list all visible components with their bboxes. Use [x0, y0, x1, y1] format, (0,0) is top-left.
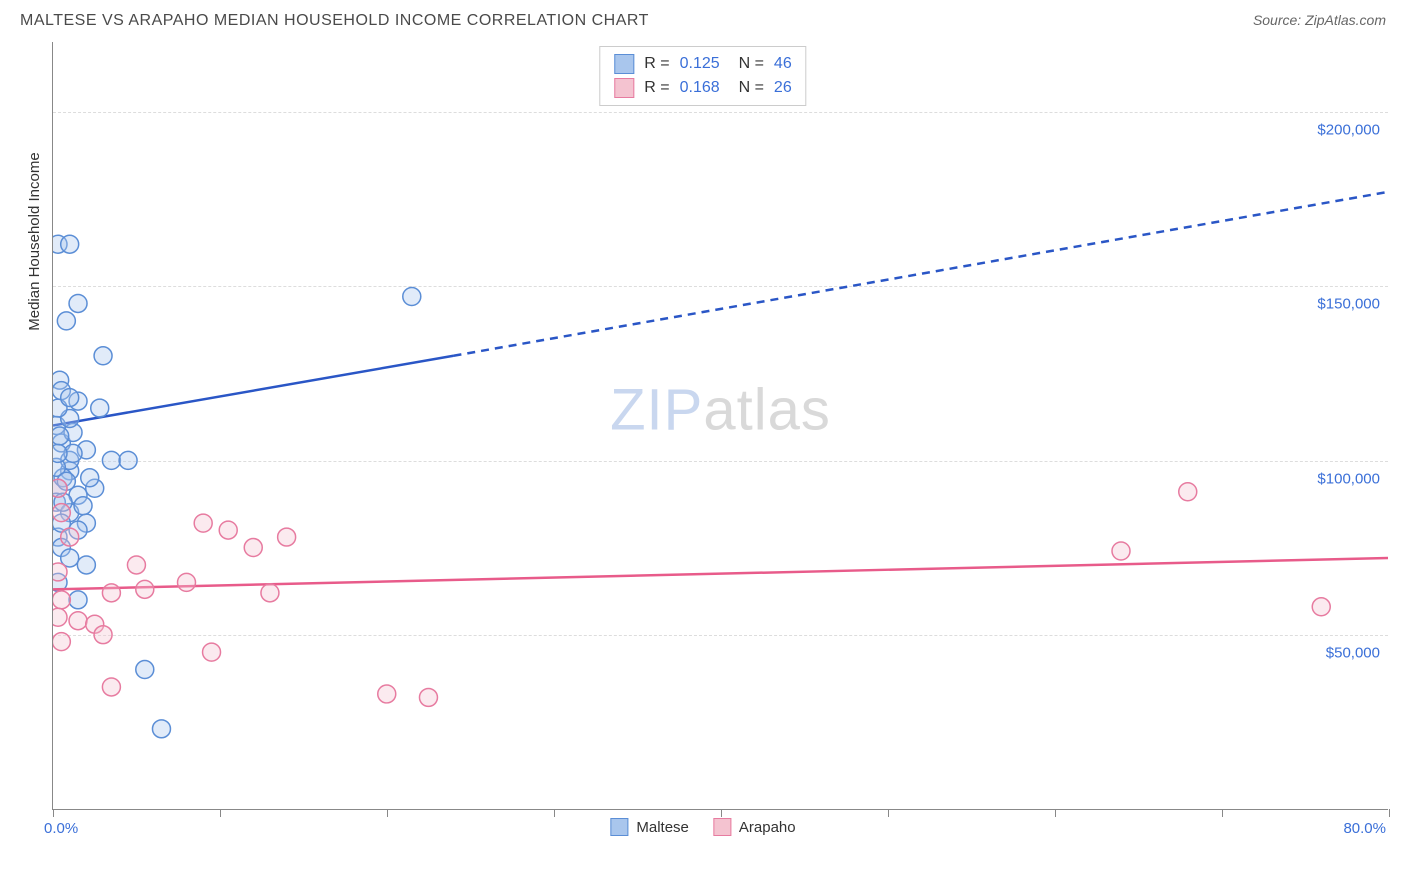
data-point: [194, 514, 212, 532]
data-point: [119, 451, 137, 469]
series-legend: Maltese Arapaho: [610, 818, 795, 836]
data-point: [61, 235, 79, 253]
data-point: [91, 399, 109, 417]
x-tick: [1055, 809, 1056, 817]
series-legend-item: Arapaho: [713, 818, 796, 836]
scatter-svg: [53, 42, 1388, 809]
legend-swatch: [614, 54, 634, 74]
data-point: [419, 688, 437, 706]
x-tick: [554, 809, 555, 817]
n-label: N =: [730, 76, 764, 100]
y-axis-title: Median Household Income: [26, 152, 43, 330]
trend-line: [53, 558, 1388, 589]
series-legend-label: Arapaho: [739, 819, 796, 836]
x-axis-max-label: 80.0%: [1343, 820, 1386, 837]
x-tick: [53, 809, 54, 817]
data-point: [178, 573, 196, 591]
data-point: [69, 591, 87, 609]
trend-line: [53, 356, 454, 426]
data-point: [403, 288, 421, 306]
data-point: [102, 678, 120, 696]
data-point: [81, 469, 99, 487]
data-point: [203, 643, 221, 661]
data-point: [1179, 483, 1197, 501]
data-point: [53, 427, 69, 445]
x-tick: [220, 809, 221, 817]
n-value: 46: [774, 52, 792, 76]
legend-swatch: [713, 818, 731, 836]
data-point: [69, 612, 87, 630]
series-legend-label: Maltese: [636, 819, 689, 836]
data-point: [136, 580, 154, 598]
chart-source: Source: ZipAtlas.com: [1253, 12, 1386, 28]
data-point: [77, 556, 95, 574]
r-label: R =: [644, 76, 669, 100]
chart-header: MALTESE VS ARAPAHO MEDIAN HOUSEHOLD INCO…: [0, 0, 1406, 36]
legend-swatch: [610, 818, 628, 836]
data-point: [53, 563, 67, 581]
correlation-legend-row: R = 0.125 N = 46: [614, 52, 791, 76]
n-label: N =: [730, 52, 764, 76]
x-tick: [1222, 809, 1223, 817]
data-point: [102, 451, 120, 469]
data-point: [152, 720, 170, 738]
data-point: [61, 528, 79, 546]
r-label: R =: [644, 52, 669, 76]
data-point: [69, 294, 87, 312]
legend-swatch: [614, 78, 634, 98]
r-value: 0.168: [680, 76, 720, 100]
chart-plot-area: ZIPatlas $50,000$100,000$150,000$200,000: [52, 42, 1388, 810]
data-point: [261, 584, 279, 602]
correlation-legend-row: R = 0.168 N = 26: [614, 76, 791, 100]
trend-line-extrapolated: [454, 192, 1389, 356]
chart-title: MALTESE VS ARAPAHO MEDIAN HOUSEHOLD INCO…: [20, 12, 649, 30]
data-point: [378, 685, 396, 703]
data-point: [53, 608, 67, 626]
data-point: [53, 591, 70, 609]
x-tick: [1389, 809, 1390, 817]
n-value: 26: [774, 76, 792, 100]
series-legend-item: Maltese: [610, 818, 689, 836]
r-value: 0.125: [680, 52, 720, 76]
x-tick: [888, 809, 889, 817]
data-point: [57, 312, 75, 330]
data-point: [244, 539, 262, 557]
x-tick: [387, 809, 388, 817]
correlation-legend: R = 0.125 N = 46R = 0.168 N = 26: [599, 46, 806, 106]
data-point: [127, 556, 145, 574]
data-point: [102, 584, 120, 602]
data-point: [94, 347, 112, 365]
data-point: [53, 444, 67, 462]
data-point: [136, 661, 154, 679]
data-point: [219, 521, 237, 539]
data-point: [74, 497, 92, 515]
x-axis-min-label: 0.0%: [44, 820, 78, 837]
data-point: [53, 633, 70, 651]
data-point: [53, 479, 67, 497]
data-point: [61, 389, 79, 407]
data-point: [278, 528, 296, 546]
x-tick: [721, 809, 722, 817]
data-point: [1312, 598, 1330, 616]
data-point: [53, 504, 70, 522]
data-point: [94, 626, 112, 644]
data-point: [1112, 542, 1130, 560]
